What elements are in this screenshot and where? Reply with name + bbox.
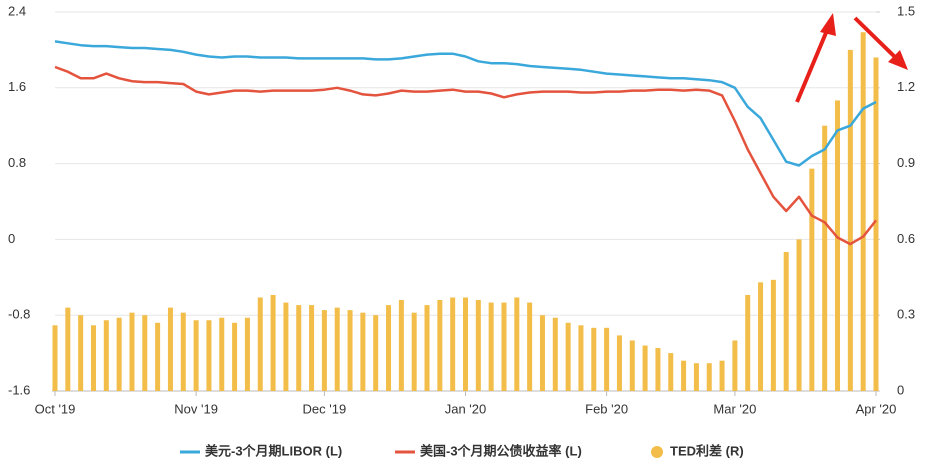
y-tick-label: 0: [8, 231, 15, 246]
bar: [180, 312, 186, 391]
bar: [296, 305, 302, 391]
bar: [732, 340, 738, 391]
bar: [539, 315, 545, 391]
bar: [578, 325, 584, 391]
bar: [745, 294, 751, 391]
bar: [860, 32, 866, 392]
bar: [873, 57, 879, 391]
bar: [347, 310, 353, 391]
bar: [193, 320, 199, 391]
bar: [835, 100, 841, 391]
bar: [822, 125, 828, 391]
bar: [360, 312, 366, 391]
bar: [386, 305, 392, 391]
bar: [219, 317, 225, 391]
bar: [309, 305, 315, 391]
bar: [488, 302, 494, 391]
bar: [668, 353, 674, 391]
bar: [373, 315, 379, 391]
arrow-up: [795, 27, 830, 103]
bar: [629, 340, 635, 391]
bar: [616, 335, 622, 391]
bar: [334, 307, 340, 391]
x-tick-label: Oct '19: [35, 401, 76, 416]
y2-tick-label: 0: [897, 382, 904, 397]
line: [54, 40, 877, 167]
y2-tick-label: 1.2: [897, 79, 915, 94]
x-tick-label: Jan '20: [445, 401, 487, 416]
bar: [270, 294, 276, 391]
y-tick-label: 2.4: [8, 3, 26, 18]
bar: [527, 302, 533, 391]
bar: [167, 307, 173, 391]
bar: [604, 327, 610, 391]
legend-swatch: [651, 446, 663, 458]
bar: [770, 279, 776, 391]
bar: [206, 320, 212, 391]
bar: [591, 327, 597, 391]
bar: [155, 322, 161, 391]
x-tick-label: Dec '19: [303, 401, 347, 416]
bar: [437, 300, 443, 391]
bar: [681, 360, 687, 391]
arrow-head: [888, 50, 908, 70]
bar: [783, 252, 789, 391]
y2-tick-label: 0.3: [897, 307, 915, 322]
bar: [244, 317, 250, 391]
x-tick-label: Feb '20: [585, 401, 628, 416]
bar: [142, 315, 148, 391]
bar: [65, 307, 71, 391]
bar: [501, 302, 507, 391]
y2-tick-label: 0.6: [897, 231, 915, 246]
x-tick-label: Apr '20: [856, 401, 897, 416]
bar: [52, 325, 58, 391]
bar: [398, 300, 404, 391]
bar: [758, 282, 764, 391]
bar: [450, 297, 456, 391]
bar: [809, 168, 815, 391]
y-tick-label: 1.6: [8, 79, 26, 94]
bar: [232, 322, 238, 391]
x-tick-label: Mar '20: [713, 401, 756, 416]
y-tick-label: 0.8: [8, 155, 26, 170]
bar: [693, 363, 699, 391]
bar: [719, 360, 725, 391]
legend-label: 美国-3个月期公债收益率 (L): [420, 443, 582, 458]
bar: [90, 325, 96, 391]
legend-label: TED利差 (R): [670, 443, 744, 458]
bar: [655, 348, 661, 391]
bar: [103, 320, 109, 391]
bar: [565, 322, 571, 391]
bar: [411, 312, 417, 391]
bar: [116, 317, 122, 391]
bar: [129, 312, 135, 391]
y2-tick-label: 1.5: [897, 3, 915, 18]
arrow-head: [820, 13, 836, 36]
bar: [796, 239, 802, 391]
bar: [514, 297, 520, 391]
bar: [283, 302, 289, 391]
y2-tick-label: 0.9: [897, 155, 915, 170]
y-tick-label: -0.8: [8, 307, 30, 322]
bar: [257, 297, 263, 391]
legend-label: 美元-3个月期LIBOR (L): [205, 443, 342, 458]
bar: [847, 49, 853, 392]
annotation-arrows: [795, 13, 908, 103]
bar: [463, 297, 468, 391]
bar: [321, 310, 327, 391]
bar: [642, 345, 648, 391]
legend: 美元-3个月期LIBOR (L) 美国-3个月期公债收益率 (L) TED利差 (R…: [180, 443, 744, 458]
bar: [552, 317, 558, 391]
x-tick-label: Nov '19: [174, 401, 218, 416]
bar: [475, 300, 481, 391]
bar: [424, 305, 430, 391]
bar: [706, 363, 712, 391]
arrow-down: [853, 16, 898, 60]
line: [54, 65, 877, 246]
plot: -1.6 -0.8 0 0.8 1.6 2.4 0 0.3 0.6 0.9 1.2 1.5 Oct '1…: [8, 3, 915, 416]
bar: [78, 315, 84, 391]
y-tick-label: -1.6: [8, 382, 30, 397]
